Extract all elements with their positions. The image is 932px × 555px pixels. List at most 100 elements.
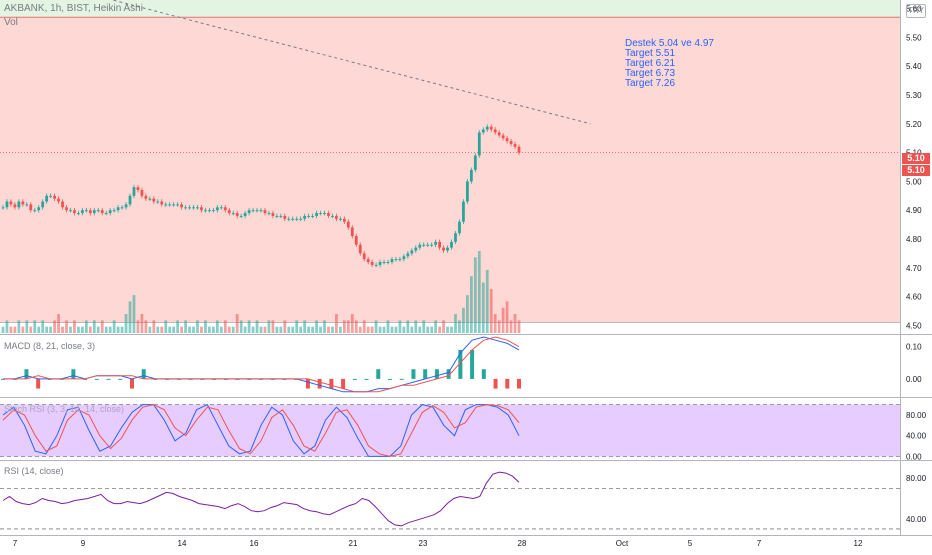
macd-histogram-bar (388, 378, 392, 380)
volume-bar (235, 314, 239, 333)
candle-body (239, 215, 243, 217)
volume-bar (49, 326, 53, 333)
candle-body (73, 210, 76, 214)
volume-bar (311, 326, 314, 333)
volume-bar (156, 326, 160, 333)
candle-body (69, 210, 72, 212)
candle-body (473, 155, 477, 170)
candle-body (267, 213, 271, 215)
candle-body (17, 201, 21, 208)
volume-bar (418, 326, 422, 333)
annotation-line: Target 6.73 (625, 68, 676, 79)
volume-bar (227, 326, 231, 333)
volume-bar (215, 320, 219, 333)
grid (0, 0, 932, 536)
candle-body (259, 210, 263, 212)
time-tick-label: 7 (13, 539, 18, 548)
candle-body (184, 207, 187, 209)
volume-bar (378, 326, 382, 333)
candle-body (307, 215, 311, 217)
candle-body (128, 195, 132, 205)
candle-body (327, 213, 330, 216)
volume-bar (473, 257, 477, 333)
candle-body (136, 187, 140, 191)
price-tick-label: 4.60 (906, 293, 922, 302)
indicator-tick-label: 0.00 (906, 452, 922, 461)
candle-body (144, 195, 148, 199)
volume-bar (37, 326, 41, 333)
candle-body (160, 201, 164, 205)
volume-bar (25, 320, 29, 333)
macd-histogram-bar (317, 378, 322, 389)
volume-bar (450, 326, 453, 333)
candle-body (140, 190, 144, 196)
volume-bar (9, 326, 13, 333)
candle-body (108, 210, 112, 214)
macd-histogram-bar (130, 378, 134, 389)
macd-label: MACD (8, 21, close, 3) (4, 341, 96, 351)
volume-bar (21, 326, 25, 333)
price-tick-label: 5.30 (906, 91, 922, 100)
time-tick-label: 9 (81, 539, 86, 548)
candle-body (120, 207, 124, 209)
candle-body (426, 244, 430, 246)
candle-body (279, 215, 283, 217)
candle-body (414, 247, 418, 251)
candle-body (283, 215, 287, 219)
volume-bar (223, 320, 227, 333)
time-tick-label: 7 (757, 539, 762, 548)
volume-bar (140, 314, 144, 333)
candle-body (92, 210, 96, 214)
volume-bar (77, 326, 80, 333)
volume-bar (386, 320, 390, 333)
volume-bar (239, 320, 243, 333)
candle-body (45, 195, 49, 202)
volume-bar (481, 282, 485, 333)
volume-bar (271, 320, 275, 333)
volume-bar (358, 326, 362, 333)
candle-body (315, 213, 318, 216)
volume-bar (505, 301, 509, 333)
time-tick-label: 5 (688, 539, 693, 548)
volume-bar (251, 326, 255, 333)
volume-bar (287, 326, 291, 333)
candle-body (489, 126, 493, 130)
macd-histogram-bar (376, 369, 381, 379)
trendline[interactable] (90, 0, 591, 125)
volume-bar (1, 326, 5, 333)
candle-body (196, 207, 199, 209)
price-tick-label: 5.60 (906, 5, 922, 14)
candle-body (255, 210, 259, 212)
volume-bar (73, 320, 76, 333)
volume-bar (462, 307, 465, 333)
volume-bar (299, 326, 303, 333)
volume-bar (132, 295, 136, 333)
price-tick-label: 4.70 (906, 264, 922, 273)
candle-body (132, 187, 136, 196)
indicator-tick-label: 80.00 (906, 411, 927, 420)
volume-bar (92, 320, 96, 333)
candle-body (235, 213, 239, 216)
macd-histogram-bar (411, 369, 416, 379)
stoch-rsi-pane (0, 403, 900, 457)
time-tick-label: 28 (518, 539, 527, 548)
currency-badge[interactable]: TRY (906, 4, 926, 18)
volume-bar (160, 326, 164, 333)
volume-bar (438, 326, 441, 333)
indicator-tick-label: 0.10 (906, 343, 922, 352)
candle-body (390, 259, 394, 263)
macd-histogram-bar (118, 378, 123, 380)
rsi-label: RSI (14, close) (4, 466, 64, 476)
candle-body (323, 213, 326, 215)
macd-histogram-bar (36, 378, 41, 389)
candle-body (418, 244, 422, 248)
candle-body (81, 210, 84, 214)
volume-bar (184, 320, 187, 333)
candle-body (208, 210, 211, 212)
macd-histogram-bar (505, 378, 510, 389)
indicator-tick-label: 0.00 (906, 375, 922, 384)
volume-bar (454, 314, 457, 333)
target-annotation[interactable]: Destek 5.04 ve 4.97 Target 5.51 Target 6… (625, 39, 714, 89)
volume-bar (164, 320, 168, 333)
